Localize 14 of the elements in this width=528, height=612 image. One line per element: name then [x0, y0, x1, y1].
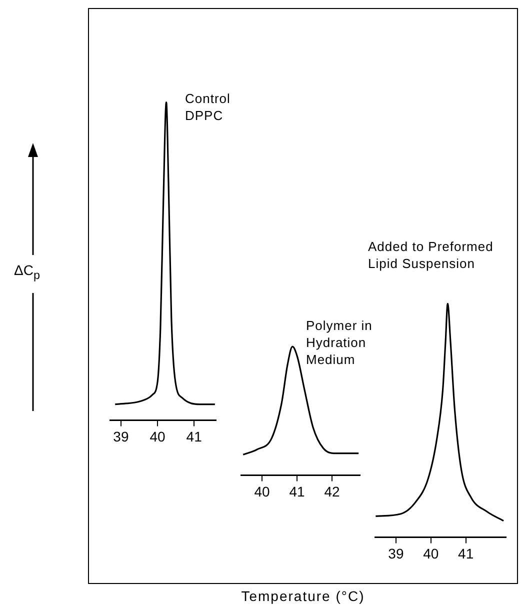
- x-axis-title: Temperature (°C): [240, 588, 366, 604]
- x-tick-label: 39: [113, 428, 129, 444]
- x-tick-label: 40: [423, 545, 439, 562]
- x-tick-label: 40: [254, 483, 270, 500]
- x-tick-label: 41: [458, 545, 474, 562]
- y-axis-title: ΔC$_{p}$: [14, 260, 40, 284]
- x-tick-label: 41: [289, 483, 305, 500]
- x-tick-label: 42: [324, 483, 340, 500]
- text: Added to Preformed Lipid Suspension: [368, 238, 494, 272]
- annotation: Control DPPC: [185, 90, 230, 124]
- x-tick-label: 40: [150, 428, 166, 444]
- x-tick-label: 39: [388, 545, 404, 562]
- x-tick-label: 41: [186, 428, 202, 444]
- annotation: Polymer in Hydration Medium: [306, 317, 372, 368]
